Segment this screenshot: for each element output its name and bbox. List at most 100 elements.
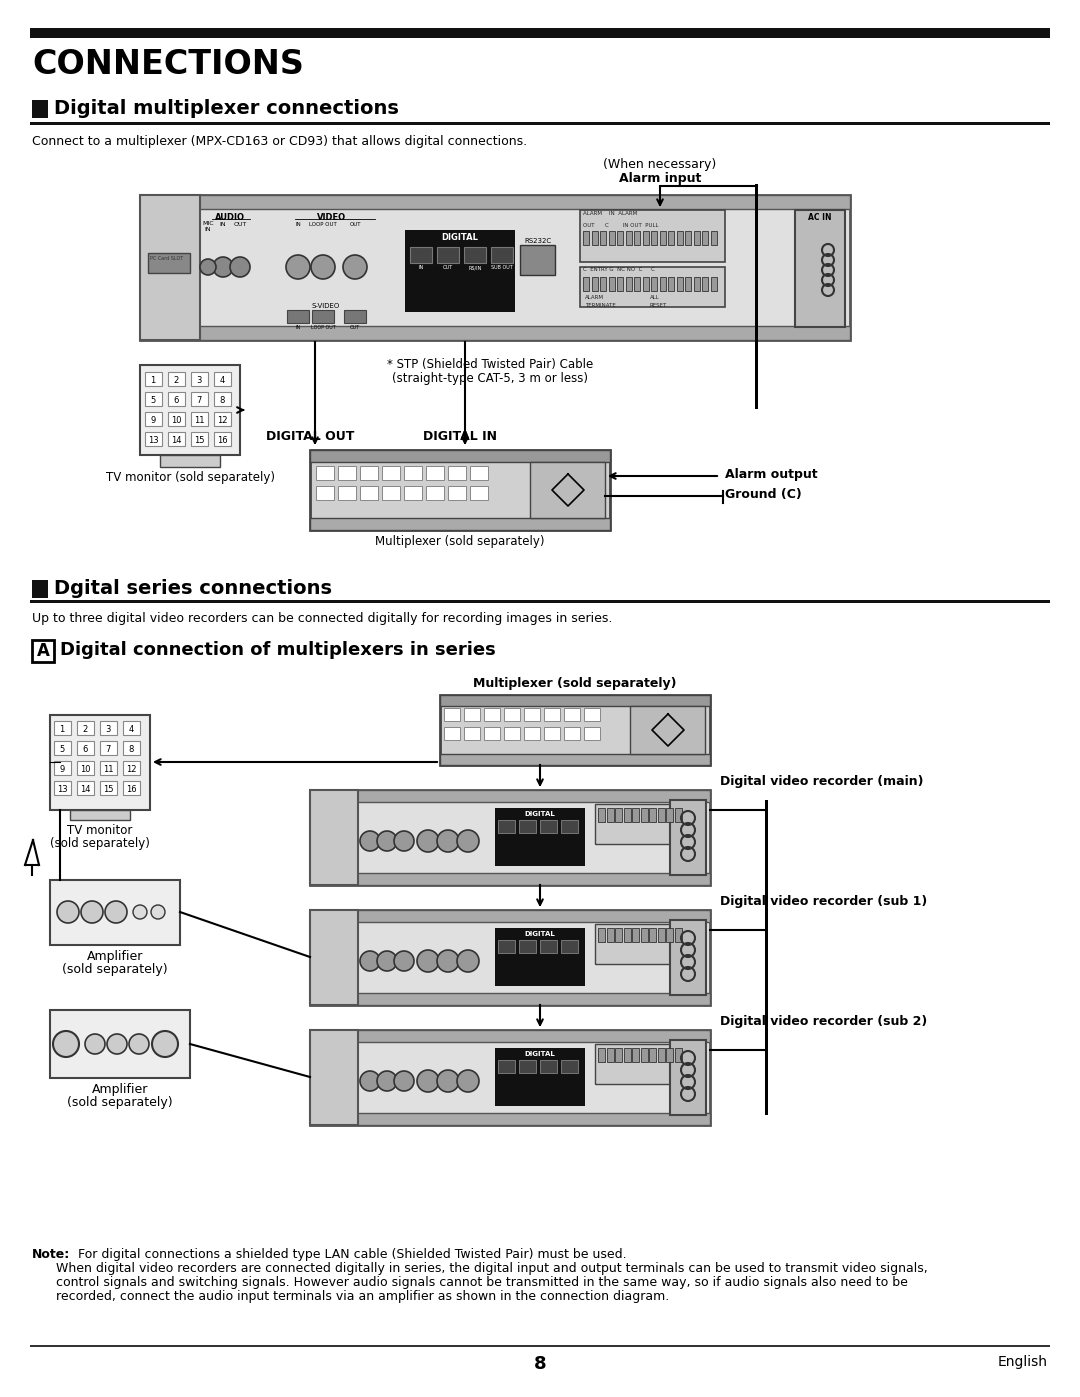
Bar — [310, 993, 710, 1004]
Bar — [30, 1345, 1050, 1347]
Bar — [77, 740, 94, 754]
Text: 4: 4 — [129, 725, 134, 733]
Bar — [140, 196, 850, 210]
Text: Amplifier: Amplifier — [92, 1083, 148, 1097]
Bar — [702, 277, 708, 291]
Text: Digital multiplexer connections: Digital multiplexer connections — [54, 99, 399, 117]
Bar — [310, 1030, 710, 1125]
Text: 12: 12 — [217, 416, 227, 425]
Text: 16: 16 — [125, 785, 136, 793]
Bar — [382, 486, 400, 500]
Circle shape — [107, 1034, 127, 1053]
Bar — [640, 928, 648, 942]
Circle shape — [360, 1071, 380, 1091]
Bar — [145, 393, 162, 407]
Bar — [600, 277, 606, 291]
Text: RESET: RESET — [650, 303, 667, 307]
Bar — [310, 873, 710, 886]
Bar — [561, 820, 578, 833]
Bar — [598, 1048, 605, 1062]
Text: LOOP OUT: LOOP OUT — [311, 326, 336, 330]
Text: S-VIDEO: S-VIDEO — [312, 303, 340, 309]
Bar — [519, 820, 536, 833]
Bar — [617, 277, 623, 291]
Bar — [100, 721, 117, 735]
Circle shape — [85, 1034, 105, 1053]
Text: recorded, connect the audio input terminals via an amplifier as shown in the con: recorded, connect the audio input termin… — [32, 1289, 670, 1303]
Bar — [519, 940, 536, 953]
Text: IN: IN — [418, 265, 423, 270]
Text: 5: 5 — [59, 745, 65, 754]
Circle shape — [417, 1070, 438, 1092]
Bar — [123, 761, 140, 775]
Text: Dgital series connections: Dgital series connections — [54, 578, 332, 598]
Bar — [676, 231, 683, 244]
Text: 8: 8 — [129, 745, 134, 754]
Bar — [643, 277, 648, 291]
Circle shape — [286, 256, 310, 279]
Circle shape — [394, 1071, 414, 1091]
Text: 10: 10 — [171, 416, 181, 425]
Bar — [123, 740, 140, 754]
Bar — [495, 807, 585, 866]
Circle shape — [394, 831, 414, 851]
Text: Multiplexer (sold separately): Multiplexer (sold separately) — [473, 678, 677, 690]
Text: 3: 3 — [197, 376, 202, 386]
Bar — [632, 928, 639, 942]
Bar — [498, 820, 515, 833]
Text: Connect to a multiplexer (MPX-CD163 or CD93) that allows digital connections.: Connect to a multiplexer (MPX-CD163 or C… — [32, 136, 527, 148]
Bar — [607, 928, 613, 942]
Bar — [634, 277, 640, 291]
Bar — [287, 310, 309, 323]
Bar — [670, 800, 706, 875]
Bar — [669, 277, 674, 291]
Text: A: A — [37, 643, 50, 659]
Bar — [440, 694, 710, 705]
Bar — [564, 726, 580, 740]
Bar — [54, 740, 71, 754]
Bar — [310, 909, 710, 922]
Bar — [214, 432, 231, 446]
Bar — [670, 1039, 706, 1115]
Bar — [498, 1060, 515, 1073]
Bar — [32, 640, 54, 662]
Bar — [608, 277, 615, 291]
Bar — [660, 231, 665, 244]
Circle shape — [457, 950, 480, 972]
Circle shape — [230, 257, 249, 277]
Bar — [160, 455, 220, 467]
Circle shape — [200, 258, 216, 275]
Text: 2: 2 — [82, 725, 87, 733]
Bar — [666, 1048, 673, 1062]
Bar — [649, 1048, 656, 1062]
Bar — [191, 372, 208, 386]
Text: VIDEO: VIDEO — [318, 212, 347, 222]
Bar — [498, 940, 515, 953]
Bar — [693, 231, 700, 244]
Bar — [634, 231, 640, 244]
Text: OUT: OUT — [443, 265, 454, 270]
Text: (When necessary): (When necessary) — [604, 158, 717, 170]
Text: DIGITAL: DIGITAL — [525, 1051, 555, 1058]
Bar — [649, 928, 656, 942]
Bar — [617, 231, 623, 244]
Bar — [484, 708, 500, 721]
Text: C  ENTRY G  NC NO  C     C: C ENTRY G NC NO C C — [583, 267, 654, 272]
Bar — [504, 726, 519, 740]
Bar — [524, 708, 540, 721]
Bar — [191, 432, 208, 446]
Bar — [168, 412, 185, 426]
Bar — [310, 909, 710, 1004]
Bar — [623, 928, 631, 942]
Circle shape — [152, 1031, 178, 1058]
Bar — [191, 393, 208, 407]
Bar — [310, 789, 357, 886]
Bar — [491, 247, 513, 263]
Bar — [755, 184, 758, 409]
Text: PC Card SLOT: PC Card SLOT — [150, 256, 184, 261]
Bar — [702, 231, 708, 244]
Text: (sold separately): (sold separately) — [67, 1097, 173, 1109]
Bar — [693, 277, 700, 291]
Bar — [658, 928, 664, 942]
Circle shape — [417, 950, 438, 972]
